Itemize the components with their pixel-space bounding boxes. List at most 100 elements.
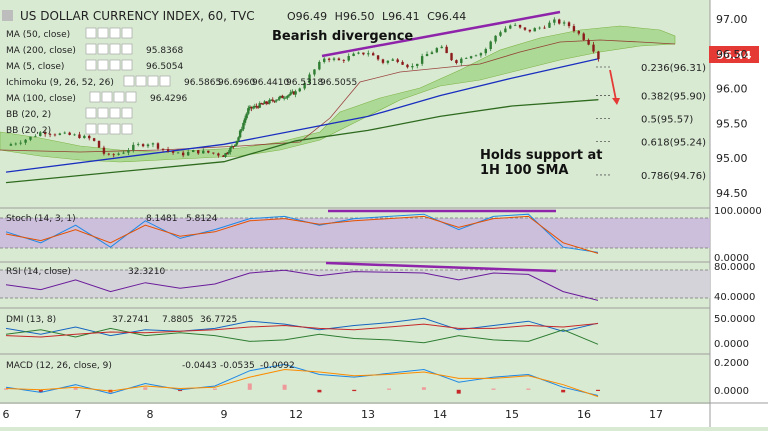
candle-body	[39, 132, 42, 137]
candle-body	[146, 144, 150, 147]
close-icon[interactable]	[121, 107, 133, 119]
candle-body	[151, 143, 155, 145]
candle-body	[577, 31, 581, 34]
settings-icon[interactable]	[97, 27, 109, 39]
candle-body	[97, 140, 101, 148]
add-icon[interactable]	[109, 27, 121, 39]
candle-body	[251, 107, 255, 109]
rsi-label[interactable]: RSI (14, close)	[6, 267, 71, 277]
indicator-legend-label[interactable]: BB (20, 2)	[6, 126, 51, 136]
price-tick-label: 96.50	[716, 48, 748, 61]
time-tick-label: 7	[75, 408, 82, 421]
price-tick-label: 96.00	[716, 83, 748, 96]
dmi-label[interactable]: DMI (13, 8)	[6, 315, 56, 325]
macd-label[interactable]: MACD (12, 26, close, 9)	[6, 361, 112, 371]
indicator-legend-label[interactable]: MA (100, close)	[6, 94, 76, 104]
eye-icon[interactable]	[85, 59, 97, 71]
indicator-legend-label[interactable]: MA (5, close)	[6, 62, 64, 72]
ichimoku-cloud	[0, 25, 676, 163]
time-axis[interactable]	[0, 404, 768, 427]
eye-icon[interactable]	[85, 107, 97, 119]
settings-icon[interactable]	[135, 75, 147, 87]
macd-histogram-bar	[38, 389, 43, 393]
macd-hist-value: -0.0092	[260, 361, 295, 371]
candle-body	[102, 147, 106, 154]
indicator-legend-value: 96.6960	[218, 78, 255, 88]
candle-body	[227, 152, 230, 154]
settings-icon[interactable]	[101, 91, 113, 103]
add-icon[interactable]	[109, 59, 121, 71]
close-icon[interactable]	[121, 43, 133, 55]
indicator-legend-label[interactable]: Ichimoku (9, 26, 52, 26)	[6, 78, 114, 88]
macd-histogram-bar	[596, 389, 600, 391]
candle-body	[83, 135, 86, 139]
macd-line	[5, 363, 599, 396]
close-value: 96.44	[435, 10, 467, 23]
candle-body	[117, 153, 120, 155]
indicator-legend-label[interactable]: MA (200, close)	[6, 46, 76, 56]
candle-body	[509, 25, 512, 29]
candle-body	[122, 152, 125, 154]
eye-icon[interactable]	[85, 27, 97, 39]
dmi-minus-value: 7.8805	[162, 315, 194, 325]
candle-body	[243, 118, 247, 123]
close-icon[interactable]	[121, 27, 133, 39]
stoch-d-line	[5, 215, 599, 254]
candle-body	[504, 28, 507, 33]
indicator-legend-label[interactable]: BB (20, 2)	[6, 110, 51, 120]
close-icon[interactable]	[159, 75, 171, 87]
macd-histogram-bar	[247, 383, 252, 390]
price-tick-label: 97.00	[716, 13, 748, 26]
open-label: O	[287, 10, 296, 23]
add-icon[interactable]	[109, 123, 121, 135]
eye-icon[interactable]	[85, 43, 97, 55]
candle-body	[68, 132, 71, 135]
candle-body	[367, 53, 370, 55]
stoch-label[interactable]: Stoch (14, 3, 1)	[6, 214, 76, 224]
rsi-tick-high: 80.0000	[714, 262, 755, 273]
time-tick-label: 14	[433, 408, 447, 421]
ma100-line	[5, 58, 599, 173]
macd-histogram-bar	[352, 389, 357, 392]
add-icon[interactable]	[109, 43, 121, 55]
candle-body	[273, 100, 276, 102]
macd-signal-value: -0.0535	[220, 361, 255, 371]
eye-icon[interactable]	[85, 123, 97, 135]
symbol-title[interactable]: US DOLLAR CURRENCY INDEX, 60, TVC	[20, 9, 255, 23]
stoch-k-value: 8.1481	[146, 214, 178, 224]
add-icon[interactable]	[113, 91, 125, 103]
close-icon[interactable]	[121, 123, 133, 135]
candle-body	[323, 58, 326, 62]
candle-body	[347, 56, 350, 61]
candle-body	[528, 29, 532, 32]
settings-icon[interactable]	[97, 107, 109, 119]
candle-body	[538, 27, 541, 29]
close-label: C	[427, 10, 435, 23]
add-icon[interactable]	[147, 75, 159, 87]
settings-icon[interactable]	[97, 59, 109, 71]
collapse-toggle-icon[interactable]	[2, 10, 13, 21]
eye-icon[interactable]	[123, 75, 135, 87]
candle-body	[425, 54, 429, 57]
close-icon[interactable]	[121, 59, 133, 71]
candle-body	[250, 106, 253, 109]
add-icon[interactable]	[109, 107, 121, 119]
indicator-legend-label[interactable]: MA (50, close)	[6, 30, 70, 40]
price-axis[interactable]	[710, 0, 768, 427]
candle-body	[266, 103, 270, 105]
macd-histogram-bar	[4, 388, 8, 390]
candle-body	[78, 134, 81, 139]
close-icon[interactable]	[125, 91, 137, 103]
settings-icon[interactable]	[97, 123, 109, 135]
candle-body	[230, 146, 234, 148]
eye-icon[interactable]	[89, 91, 101, 103]
rsi-divergence-line	[325, 261, 557, 273]
macd-lines	[4, 363, 600, 398]
settings-icon[interactable]	[97, 43, 109, 55]
indicator-legend-value: 95.8368	[146, 46, 183, 56]
candle-body	[553, 19, 556, 23]
high-label: H	[335, 10, 343, 23]
candle-body	[494, 35, 497, 42]
